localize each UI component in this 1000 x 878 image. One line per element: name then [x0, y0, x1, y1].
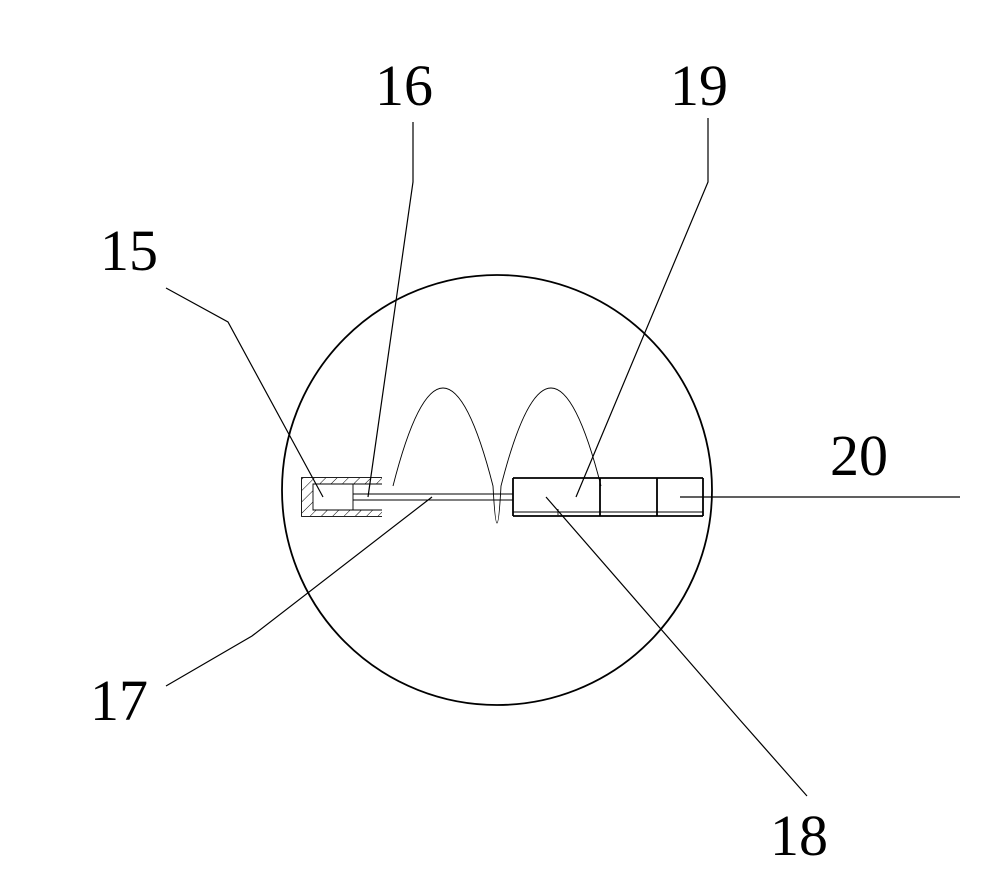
callout-label-16: 16: [375, 53, 433, 118]
callout-label-15: 15: [100, 218, 158, 283]
callout-label-19: 19: [670, 53, 728, 118]
callout-label-18: 18: [770, 803, 828, 868]
engineering-diagram: 15 16 17 18 19 20: [0, 0, 1000, 878]
callout-label-20: 20: [830, 423, 888, 488]
callout-label-17: 17: [90, 668, 148, 733]
